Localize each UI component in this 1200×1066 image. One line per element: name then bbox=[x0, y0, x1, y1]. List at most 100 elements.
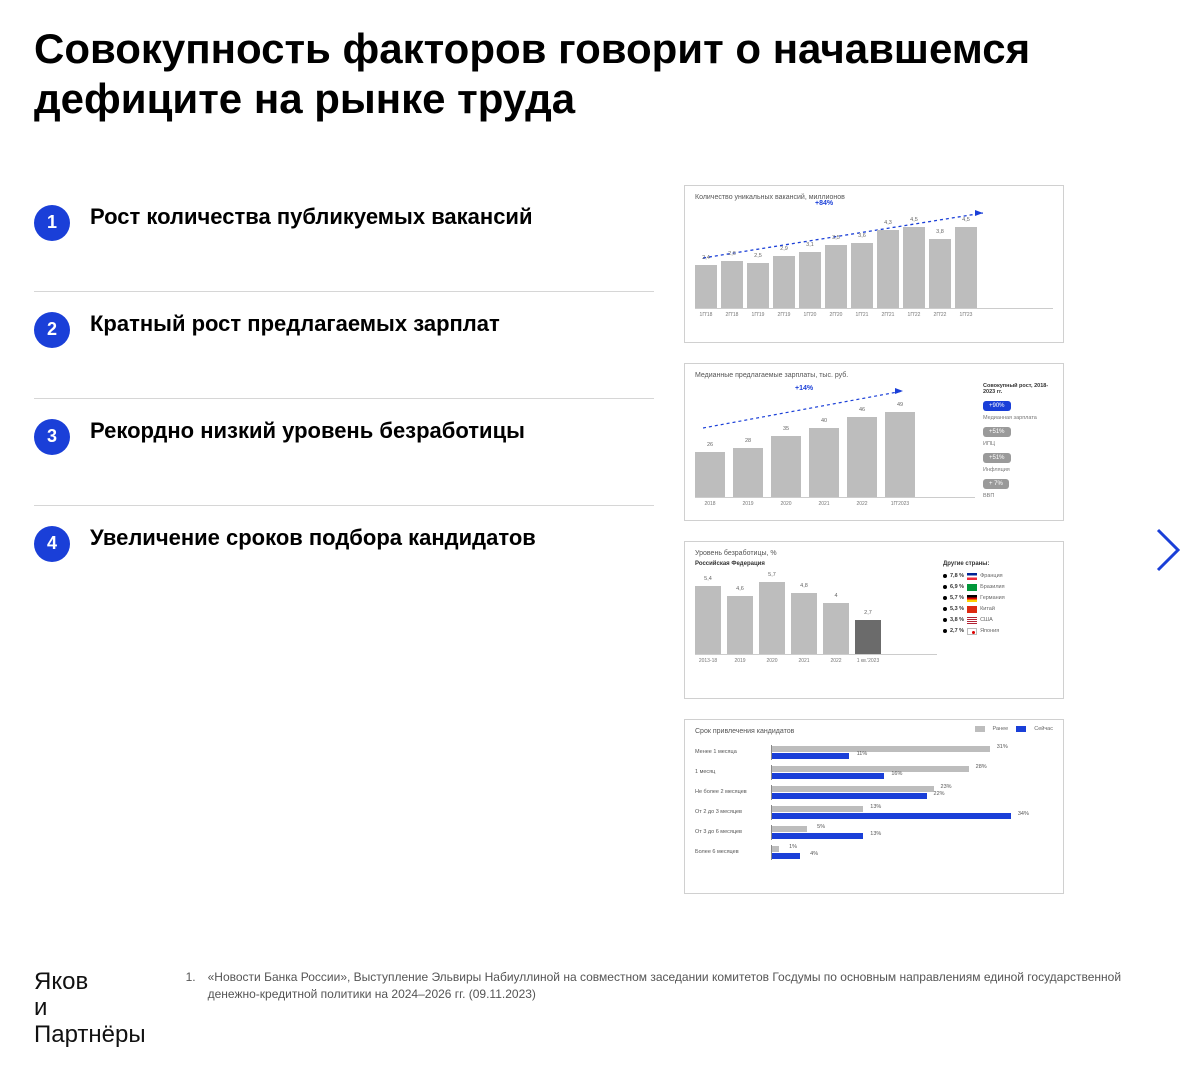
bar: 40 bbox=[809, 428, 839, 497]
chart1-trend-label: +84% bbox=[815, 200, 833, 207]
x-label: 1 кв.'2023 bbox=[855, 658, 881, 664]
bar: 3,6 bbox=[851, 243, 873, 308]
logo-line1: Яков bbox=[34, 969, 146, 995]
chart4-row: Более 6 месяцев1%4% bbox=[695, 845, 1053, 860]
x-label: 2П'21 bbox=[877, 312, 899, 318]
x-label: 2019 bbox=[733, 501, 763, 507]
chevron-right-icon bbox=[1154, 526, 1182, 574]
factor-bullet: 3 bbox=[34, 419, 70, 455]
next-arrow[interactable] bbox=[1148, 520, 1188, 580]
bar: 4,5 bbox=[955, 227, 977, 308]
bar: 2,4 bbox=[695, 265, 717, 308]
x-label: 2013-18 bbox=[695, 658, 721, 664]
chart2-bars: 262835404649 bbox=[695, 403, 975, 498]
factor-bullet: 1 bbox=[34, 205, 70, 241]
factor-text: Рекордно низкий уровень безработицы bbox=[90, 417, 525, 446]
bar: 49 bbox=[885, 412, 915, 497]
x-label: 1П'21 bbox=[851, 312, 873, 318]
bar: 2,7 bbox=[855, 620, 881, 654]
chart4-row: Не более 2 месяцев23%22% bbox=[695, 785, 1053, 800]
footnote-text: «Новости Банка России», Выступление Эльв… bbox=[208, 969, 1166, 1003]
chart3-right-header: Другие страны: bbox=[943, 561, 1053, 567]
chart3-title: Уровень безработицы, % bbox=[695, 550, 1053, 557]
x-label: 2П'19 bbox=[773, 312, 795, 318]
content-area: 1 Рост количества публикуемых вакансий 2 Кр… bbox=[0, 125, 1200, 894]
factor-bullet: 2 bbox=[34, 312, 70, 348]
x-label: 1П'23 bbox=[955, 312, 977, 318]
x-label: 2020 bbox=[759, 658, 785, 664]
country-row: 7,8 % Франция bbox=[943, 573, 1053, 580]
chart2-xlabels: 2018 2019 2020 2021 2022 1П'2023 bbox=[695, 501, 975, 507]
bar: 5,4 bbox=[695, 586, 721, 654]
country-row: 5,3 % Китай bbox=[943, 606, 1053, 613]
bar: 4,5 bbox=[903, 227, 925, 308]
chart1-xlabels: 1П'18 2П'18 1П'19 2П'19 1П'20 2П'20 1П'21 2П'21… bbox=[695, 312, 1053, 318]
bar: 4 bbox=[823, 603, 849, 653]
thumbnails-column: Количество уникальных вакансий, миллионо… bbox=[684, 185, 1064, 894]
page-title: Совокупность факторов говорит о начавшем… bbox=[0, 0, 1200, 125]
x-label: 1П'22 bbox=[903, 312, 925, 318]
thumb-unemployment-chart[interactable]: Уровень безработицы, % Российская Федера… bbox=[684, 541, 1064, 699]
chart4-row: Менее 1 месяца31%11% bbox=[695, 745, 1053, 760]
chart4-rows: Менее 1 месяца31%11% 1 месяц28%16% Не боле… bbox=[695, 745, 1053, 860]
logo-line2: и Партнёры bbox=[34, 995, 146, 1048]
x-label: 2022 bbox=[847, 501, 877, 507]
chart3-bars: 5,44,65,74,842,7 bbox=[695, 573, 937, 655]
footnote: 1. «Новости Банка России», Выступление Э… bbox=[186, 969, 1166, 1003]
country-row: 6,9 % Бразилия bbox=[943, 584, 1053, 591]
chart3-left-header: Российская Федерация bbox=[695, 561, 937, 567]
bar: 2,9 bbox=[773, 256, 795, 308]
bar: 46 bbox=[847, 417, 877, 496]
x-label: 2П'18 bbox=[721, 312, 743, 318]
footer: Яков и Партнёры 1. «Новости Банка России… bbox=[34, 969, 1166, 1048]
factor-item: 1 Рост количества публикуемых вакансий bbox=[34, 185, 654, 292]
country-row: 3,8 % США bbox=[943, 617, 1053, 624]
bar: 4,3 bbox=[877, 230, 899, 307]
chart2-trend-label: +14% bbox=[795, 385, 813, 392]
chart1-title: Количество уникальных вакансий, миллионо… bbox=[695, 194, 1053, 201]
thumb-salaries-chart[interactable]: Медианные предлагаемые зарплаты, тыс. ру… bbox=[684, 363, 1064, 521]
x-label: 2019 bbox=[727, 658, 753, 664]
chart1-bars: 2,42,62,52,93,13,53,64,34,53,84,5 bbox=[695, 219, 1053, 309]
bar: 4,6 bbox=[727, 596, 753, 654]
bar: 3,8 bbox=[929, 239, 951, 307]
x-label: 1П'2023 bbox=[885, 501, 915, 507]
bar: 28 bbox=[733, 448, 763, 496]
chart4-row: От 2 до 3 месяцев13%34% bbox=[695, 805, 1053, 820]
x-label: 2П'22 bbox=[929, 312, 951, 318]
x-label: 2022 bbox=[823, 658, 849, 664]
bar: 35 bbox=[771, 436, 801, 496]
factor-text: Увеличение сроков подбора кандидатов bbox=[90, 524, 536, 553]
x-label: 1П'19 bbox=[747, 312, 769, 318]
bar: 2,5 bbox=[747, 263, 769, 308]
x-label: 2021 bbox=[809, 501, 839, 507]
chart3-xlabels: 2013-18 2019 2020 2021 2022 1 кв.'2023 bbox=[695, 658, 937, 664]
chart4-row: 1 месяц28%16% bbox=[695, 765, 1053, 780]
bar: 3,1 bbox=[799, 252, 821, 308]
x-label: 1П'20 bbox=[799, 312, 821, 318]
thumb-hiring-time-chart[interactable]: Срок привлечения кандидатов РанееСейчас … bbox=[684, 719, 1064, 894]
x-label: 2П'20 bbox=[825, 312, 847, 318]
country-row: 2,7 % Япония bbox=[943, 628, 1053, 635]
x-label: 2018 bbox=[695, 501, 725, 507]
factor-item: 3 Рекордно низкий уровень безработицы bbox=[34, 399, 654, 506]
factor-bullet: 4 bbox=[34, 526, 70, 562]
x-label: 1П'18 bbox=[695, 312, 717, 318]
bar: 26 bbox=[695, 452, 725, 497]
bar: 5,7 bbox=[759, 582, 785, 654]
chart4-row: От 3 до 6 месяцев5%13% bbox=[695, 825, 1053, 840]
factor-item: 4 Увеличение сроков подбора кандидатов bbox=[34, 506, 654, 612]
chart2-side-panel: Совокупный рост, 2018-2023 гг.+90%Медиан… bbox=[983, 383, 1053, 507]
brand-logo: Яков и Партнёры bbox=[34, 969, 146, 1048]
thumb-vacancies-chart[interactable]: Количество уникальных вакансий, миллионо… bbox=[684, 185, 1064, 343]
x-label: 2020 bbox=[771, 501, 801, 507]
country-row: 5,7 % Германия bbox=[943, 595, 1053, 602]
factor-text: Рост количества публикуемых вакансий bbox=[90, 203, 532, 232]
x-label: 2021 bbox=[791, 658, 817, 664]
bar: 3,5 bbox=[825, 245, 847, 308]
chart2-title: Медианные предлагаемые зарплаты, тыс. ру… bbox=[695, 372, 1053, 379]
bar: 2,6 bbox=[721, 261, 743, 308]
footnote-number: 1. bbox=[186, 969, 196, 1003]
factor-text: Кратный рост предлагаемых зарплат bbox=[90, 310, 500, 339]
chart3-countries: 7,8 % Франция 6,9 % Бразилия 5,7 % Германи… bbox=[943, 573, 1053, 635]
